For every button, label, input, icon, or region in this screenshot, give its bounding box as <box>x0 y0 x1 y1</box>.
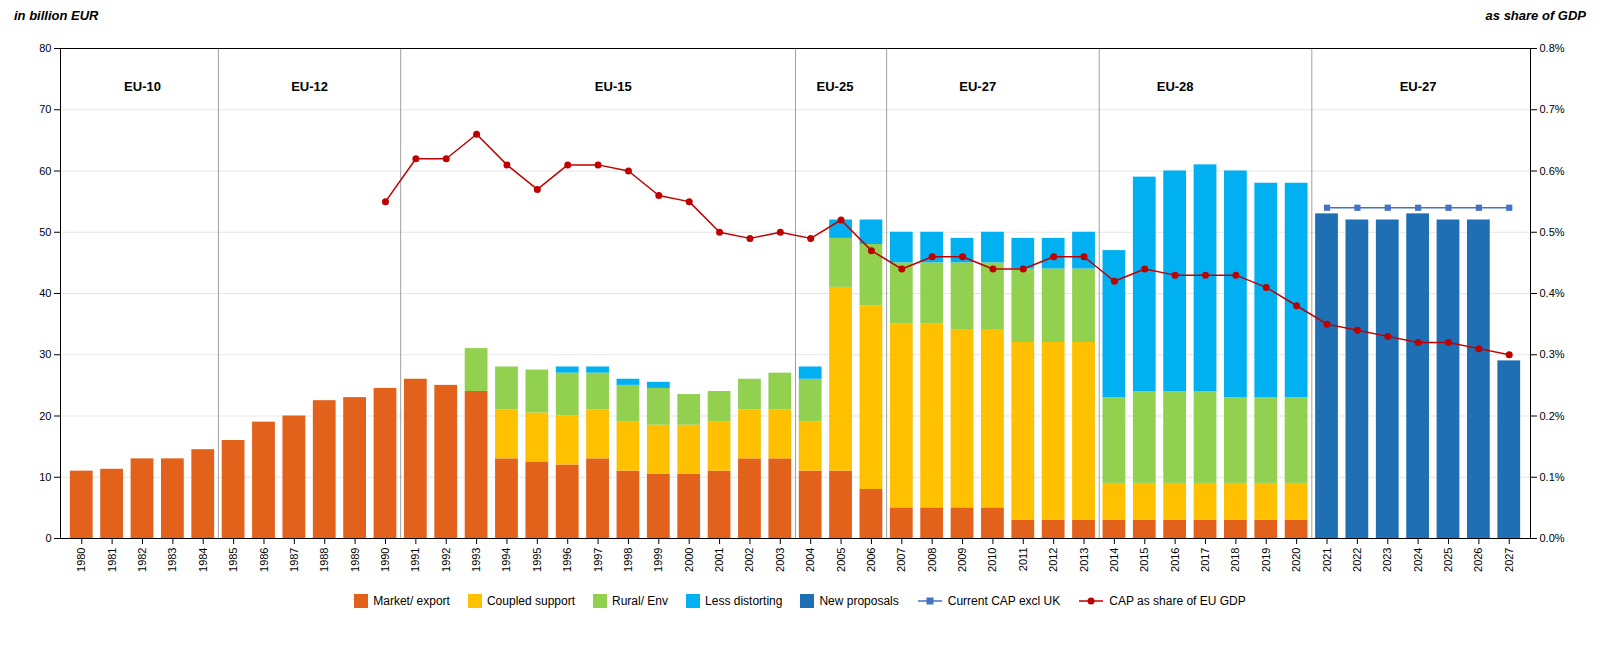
svg-text:2010: 2010 <box>986 548 998 572</box>
svg-text:EU-12: EU-12 <box>291 79 328 94</box>
svg-text:0.6%: 0.6% <box>1540 165 1565 177</box>
svg-text:0.7%: 0.7% <box>1540 103 1565 115</box>
html-text:Rural/ Env: Rural/ Env <box>612 594 668 608</box>
svg-text:1983: 1983 <box>166 548 178 572</box>
svg-text:1991: 1991 <box>409 548 421 572</box>
html-text:Coupled support: Coupled support <box>486 594 575 608</box>
svg-text:EU-27: EU-27 <box>959 79 996 94</box>
svg-text:2018: 2018 <box>1229 548 1241 572</box>
svg-text:1980: 1980 <box>75 548 87 572</box>
svg-text:70: 70 <box>39 103 51 115</box>
svg-text:2017: 2017 <box>1199 548 1211 572</box>
html-text:CAP as share of EU GDP: CAP as share of EU GDP <box>1109 594 1246 608</box>
svg-text:10: 10 <box>39 471 51 483</box>
svg-text:1988: 1988 <box>318 548 330 572</box>
svg-text:2019: 2019 <box>1260 548 1272 572</box>
svg-text:2007: 2007 <box>895 548 907 572</box>
svg-text:EU-27: EU-27 <box>1400 79 1437 94</box>
svg-text:2020: 2020 <box>1290 548 1302 572</box>
html-text:New proposals: New proposals <box>819 594 899 608</box>
svg-text:2002: 2002 <box>743 548 755 572</box>
svg-text:0.5%: 0.5% <box>1540 226 1565 238</box>
html-text:Current CAP excl UK: Current CAP excl UK <box>947 594 1061 608</box>
svg-text:30: 30 <box>39 348 51 360</box>
svg-text:50: 50 <box>39 226 51 238</box>
svg-text:2013: 2013 <box>1078 548 1090 572</box>
svg-text:EU-15: EU-15 <box>595 79 632 94</box>
svg-text:2015: 2015 <box>1138 548 1150 572</box>
svg-text:0.3%: 0.3% <box>1540 348 1565 360</box>
svg-text:1987: 1987 <box>288 548 300 572</box>
svg-text:60: 60 <box>39 165 51 177</box>
svg-text:1986: 1986 <box>258 548 270 572</box>
svg-text:2014: 2014 <box>1108 548 1120 572</box>
svg-text:2008: 2008 <box>926 548 938 572</box>
svg-text:1989: 1989 <box>349 548 361 572</box>
svg-text:2000: 2000 <box>683 548 695 572</box>
svg-text:2026: 2026 <box>1472 548 1484 572</box>
svg-text:1993: 1993 <box>470 548 482 572</box>
svg-text:2005: 2005 <box>835 548 847 572</box>
svg-text:2024: 2024 <box>1412 548 1424 572</box>
svg-text:2011: 2011 <box>1017 548 1029 572</box>
svg-text:2025: 2025 <box>1442 548 1454 572</box>
html-text:Market/ export: Market/ export <box>373 594 450 608</box>
svg-text:1998: 1998 <box>622 548 634 572</box>
svg-text:1982: 1982 <box>136 548 148 572</box>
svg-text:1996: 1996 <box>561 548 573 572</box>
html-text:Less distorting: Less distorting <box>705 594 783 608</box>
svg-text:2027: 2027 <box>1503 548 1515 572</box>
svg-text:0.0%: 0.0% <box>1540 532 1565 544</box>
svg-text:1995: 1995 <box>531 548 543 572</box>
svg-text:2016: 2016 <box>1169 548 1181 572</box>
svg-text:EU-10: EU-10 <box>124 79 161 94</box>
svg-text:2009: 2009 <box>956 548 968 572</box>
svg-text:0: 0 <box>45 532 51 544</box>
svg-text:EU-25: EU-25 <box>817 79 854 94</box>
svg-text:1997: 1997 <box>592 548 604 572</box>
svg-text:1992: 1992 <box>440 548 452 572</box>
svg-text:0.8%: 0.8% <box>1540 42 1565 54</box>
svg-text:0.4%: 0.4% <box>1540 287 1565 299</box>
svg-text:2022: 2022 <box>1351 548 1363 572</box>
svg-text:1994: 1994 <box>500 548 512 572</box>
html-text:in billion EUR: in billion EUR <box>14 8 99 23</box>
svg-text:1999: 1999 <box>652 548 664 572</box>
svg-text:1981: 1981 <box>106 548 118 572</box>
svg-text:EU-28: EU-28 <box>1157 79 1194 94</box>
svg-text:2006: 2006 <box>865 548 877 572</box>
svg-text:2012: 2012 <box>1047 548 1059 572</box>
html-text:as share of GDP: as share of GDP <box>1485 8 1586 23</box>
svg-text:2021: 2021 <box>1321 548 1333 572</box>
svg-text:20: 20 <box>39 410 51 422</box>
svg-text:2001: 2001 <box>713 548 725 572</box>
svg-text:2003: 2003 <box>774 548 786 572</box>
svg-text:0.2%: 0.2% <box>1540 410 1565 422</box>
svg-text:1984: 1984 <box>197 548 209 572</box>
svg-text:1985: 1985 <box>227 548 239 572</box>
svg-text:0.1%: 0.1% <box>1540 471 1565 483</box>
svg-text:40: 40 <box>39 287 51 299</box>
svg-text:2004: 2004 <box>804 548 816 572</box>
svg-text:1990: 1990 <box>379 548 391 572</box>
svg-text:2023: 2023 <box>1381 548 1393 572</box>
svg-text:80: 80 <box>39 42 51 54</box>
